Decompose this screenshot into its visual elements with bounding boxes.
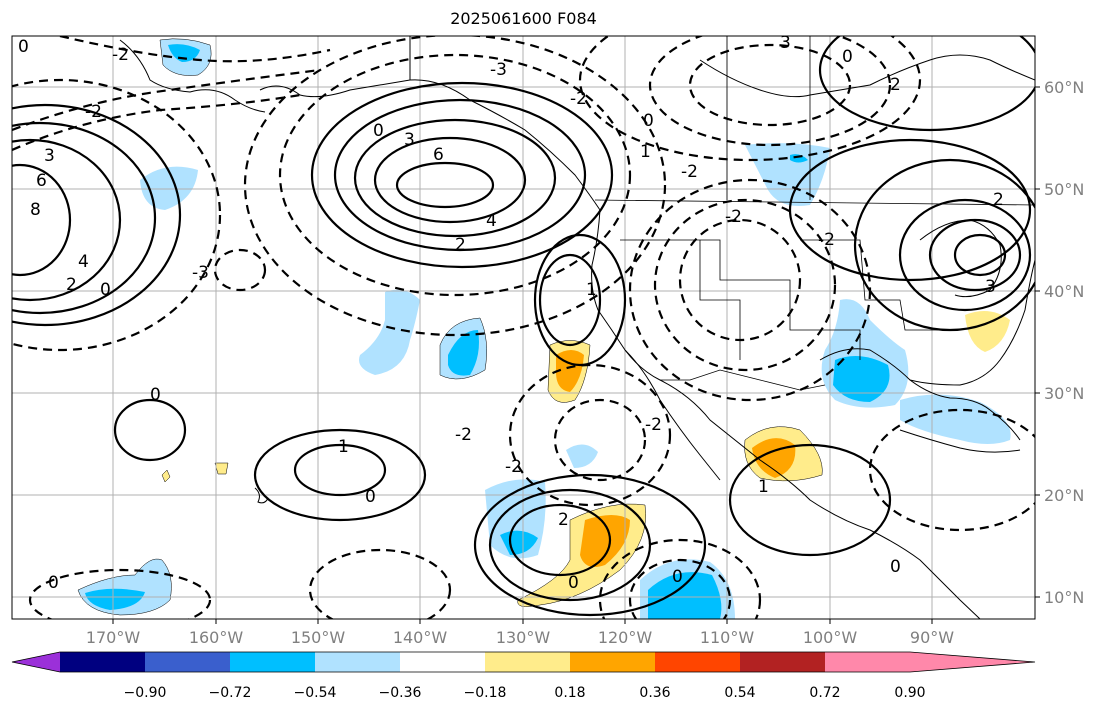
colorbar-segment [485,652,570,672]
contour-label: 1 [586,280,597,300]
lat-label: 30°N [1044,384,1084,403]
colorbar-segment [400,652,485,672]
contour-label: -2 [570,89,587,109]
contour-label: 6 [433,145,444,165]
lat-label: 60°N [1044,78,1084,97]
contour-label: 2 [455,235,466,255]
contour-label: 2 [993,190,1004,210]
contour-label: 0 [365,487,376,507]
contour-label: 0 [100,280,111,300]
contour-label: 0 [48,573,59,593]
colorbar-segment [655,652,740,672]
contour-label: 0 [643,111,654,131]
map-title: 2025061600 F084 [450,9,597,28]
lon-label: 130°W [496,628,551,647]
lat-label: 10°N [1044,588,1084,607]
lon-label: 160°W [189,628,244,647]
colorbar-tick-label: 0.36 [639,685,670,701]
colorbar-segment [230,652,315,672]
lon-label: 150°W [291,628,346,647]
lon-label: 120°W [598,628,653,647]
contour-label: 0 [672,567,683,587]
contour-label: 3 [404,130,415,150]
colorbar-tick-label: −0.72 [209,685,252,701]
contour-label: 0 [18,37,29,57]
colorbar-tick-label: −0.36 [379,685,422,701]
colorbar-tick-label: −0.54 [294,685,337,701]
colorbar-segment [60,652,145,672]
contour-label: 8 [30,200,41,220]
colorbar-tick-label: −0.90 [124,685,167,701]
contour-label: 1 [338,437,349,457]
contours [12,36,1035,619]
contour-label: -2 [681,162,698,182]
contour-label: 3 [44,146,55,166]
contour-labels: 6 4 2 3 0 8 6 3 4 2 0 -2 -3 0 1 0 -2 -2 … [18,33,1004,593]
lon-label: 90°W [910,628,954,647]
colorbar-segment [145,652,230,672]
contour-label: -2 [505,457,522,477]
lon-label: 170°W [86,628,141,647]
colorbar-segment [315,652,400,672]
contour-label: -2 [645,415,662,435]
contour-label: -2 [725,207,742,227]
contour-label: -2 [818,230,835,250]
lon-label: 140°W [393,628,448,647]
contour-label: 2 [558,510,569,530]
coastlines [119,36,1035,619]
colorbar-tick-label: 0.54 [724,685,755,701]
colorbar-tick-label: −0.18 [464,685,507,701]
contour-label: 3 [985,277,996,297]
colorbar-segment [825,652,910,672]
contour-label: 0 [568,573,579,593]
colorbar-tick-label: 0.72 [809,685,840,701]
contour-label: -2 [455,425,472,445]
lat-label: 50°N [1044,180,1084,199]
contour-label: 0 [150,385,161,405]
contour-label: 0 [842,47,853,67]
contour-label: -3 [192,263,209,283]
colorbar-segment [740,652,825,672]
contour-label: 3 [780,33,791,53]
longitude-axis: 170°W 160°W 150°W 140°W 130°W 120°W 110°… [86,619,954,647]
lon-label: 110°W [700,628,755,647]
contour-label: 0 [373,121,384,141]
contour-label: 4 [486,211,497,231]
latitude-axis: 60°N 50°N 40°N 30°N 20°N 10°N [1035,78,1084,607]
colorbar-segment [570,652,655,672]
colorbar-tick-label: 0.18 [554,685,585,701]
contour-label: -2 [85,102,102,122]
contour-label: 4 [78,252,89,272]
shaded-regions [77,38,1011,619]
contour-label: 0 [890,557,901,577]
contour-label: 2 [66,275,77,295]
contour-label: 6 [36,171,47,191]
contour-label: 1 [758,477,769,497]
contour-label: -2 [112,45,129,65]
contour-label: -3 [490,60,507,80]
colorbar-right-extension [910,652,1035,672]
colorbar-left-extension [12,652,60,672]
lat-label: 20°N [1044,486,1084,505]
contour-label: 2 [890,75,901,95]
contour-label: 1 [640,142,651,162]
lat-label: 40°N [1044,282,1084,301]
colorbar: −0.90 −0.72 −0.54 −0.36 −0.18 0.18 0.36 … [11,651,1036,701]
lon-label: 100°W [803,628,858,647]
colorbar-tick-label: 0.90 [894,685,925,701]
